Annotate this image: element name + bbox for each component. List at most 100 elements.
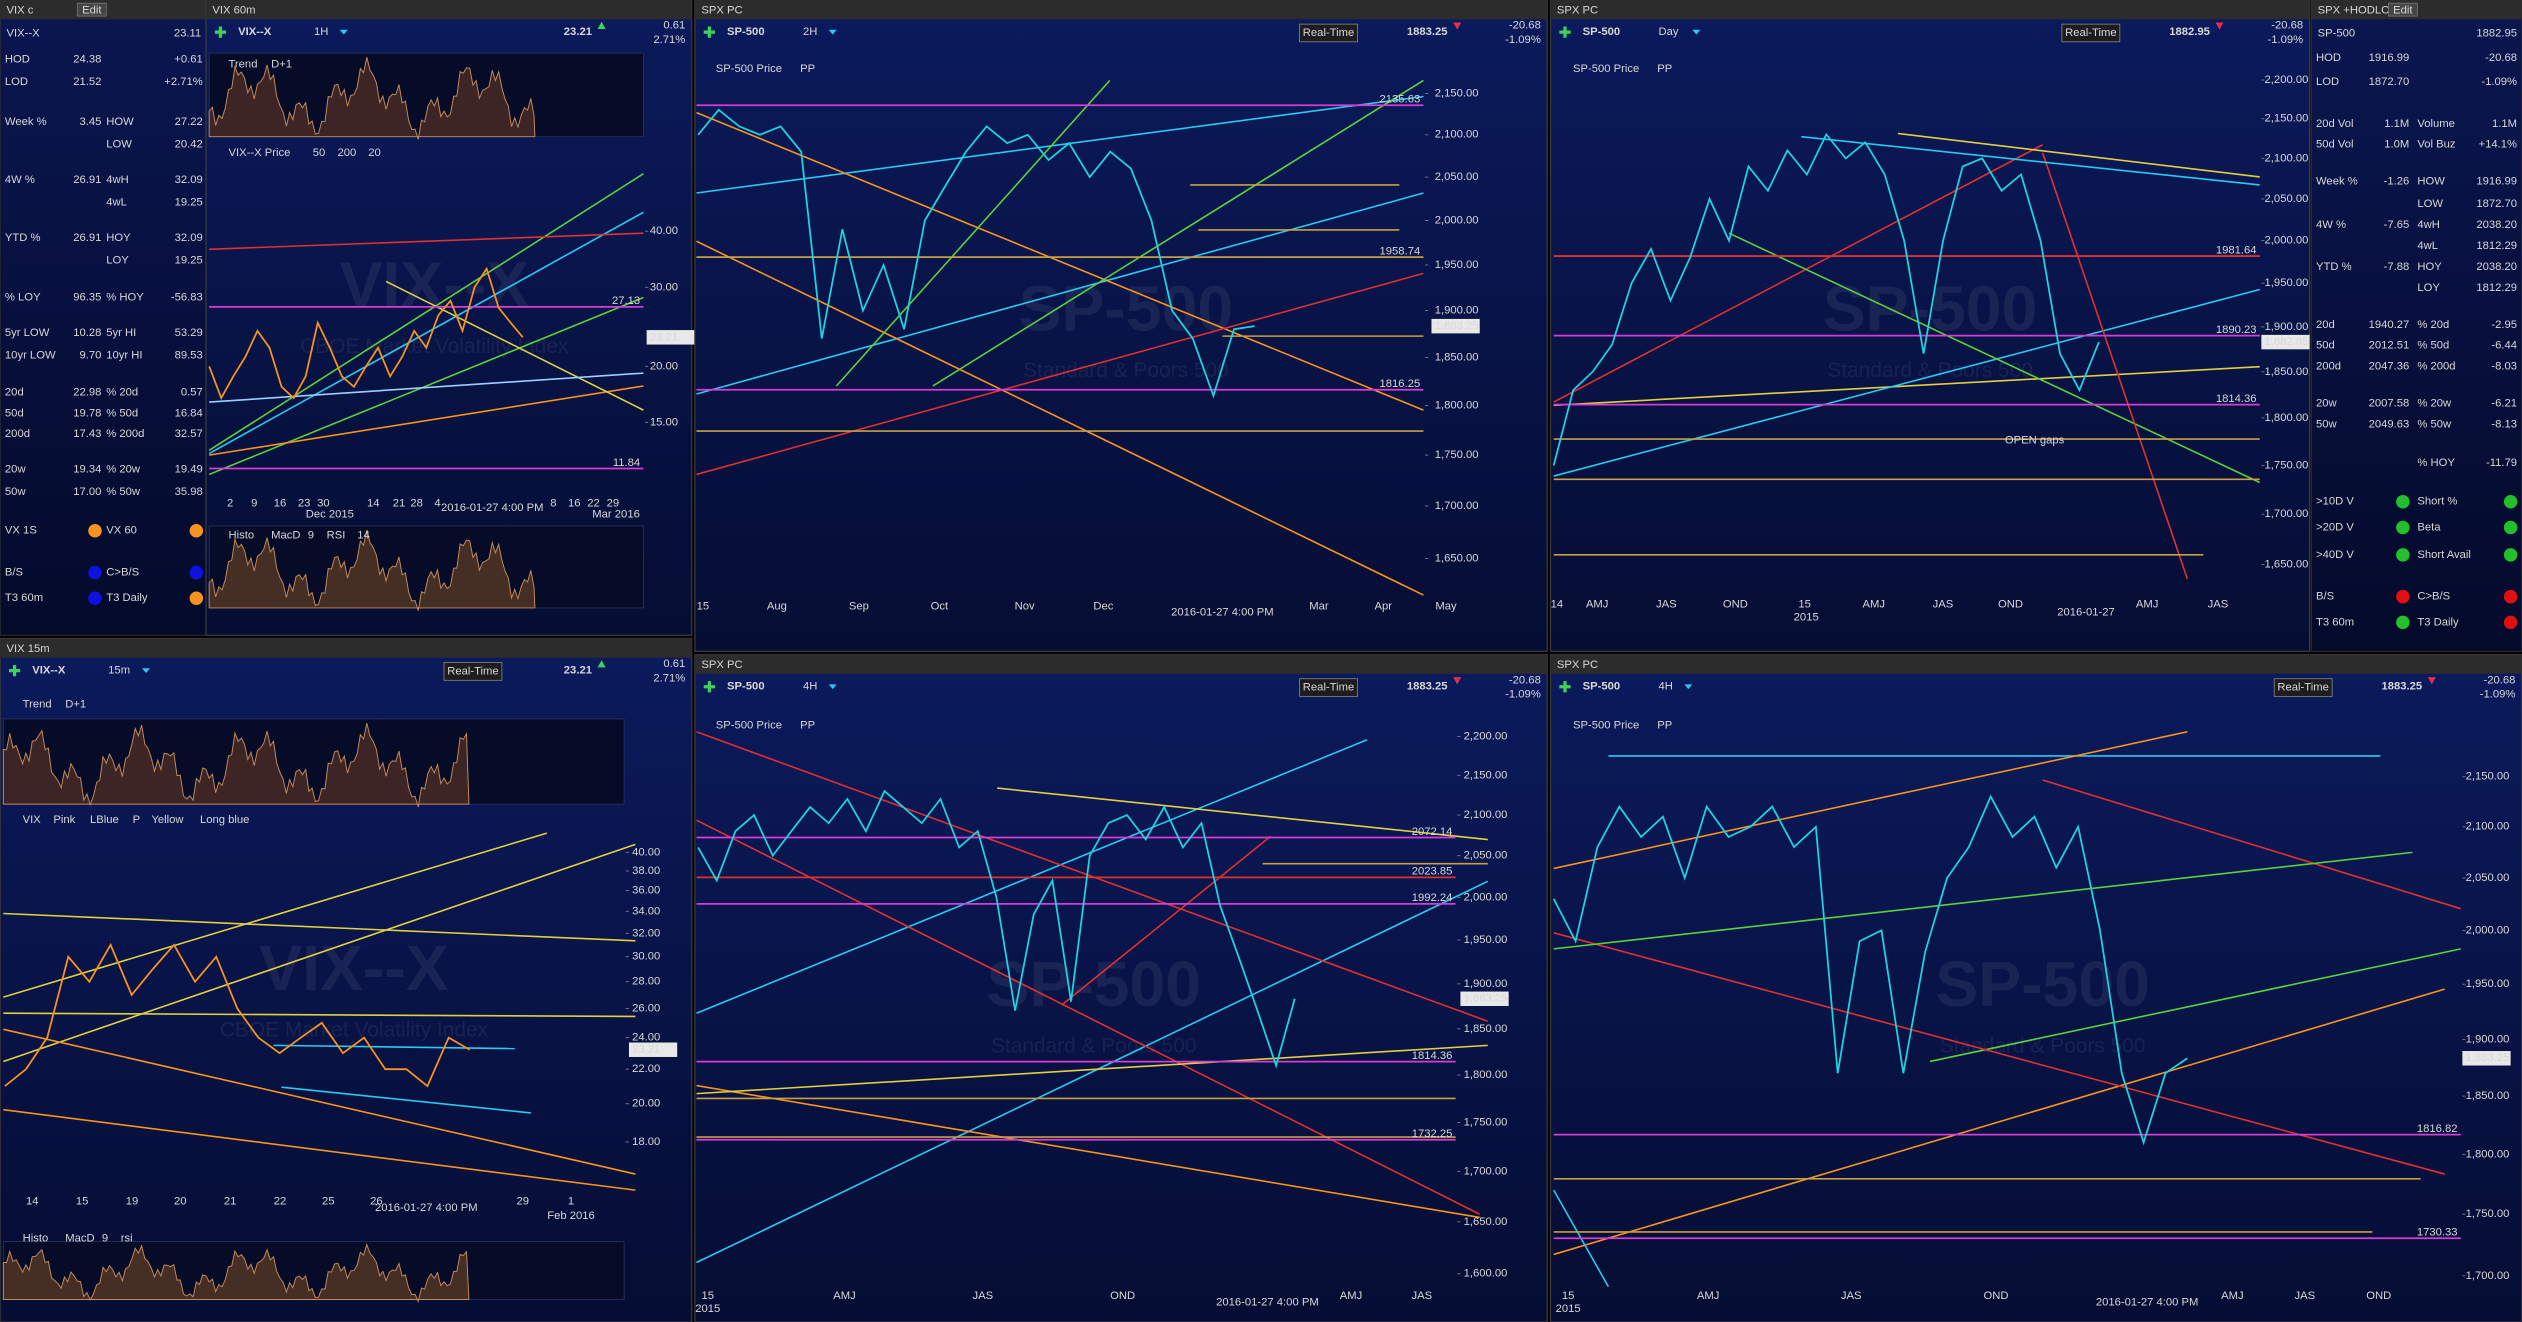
chart-symbol[interactable]: SP-500 xyxy=(1583,681,1621,693)
real-time-button[interactable] xyxy=(443,662,503,681)
chart-interval[interactable]: 2H xyxy=(803,26,817,38)
study-label: 50 xyxy=(313,147,326,159)
dropdown-arrow[interactable] xyxy=(828,29,837,35)
dropdown-arrow[interactable] xyxy=(1692,29,1701,35)
real-time-label[interactable]: Real-Time xyxy=(447,665,498,677)
real-time-button[interactable] xyxy=(2273,678,2333,697)
real-time-label[interactable]: Real-Time xyxy=(1303,27,1354,39)
real-time-button[interactable] xyxy=(1299,678,1358,697)
y-tick-label: 28.00 xyxy=(632,976,660,988)
row-label: Vol Buz xyxy=(2417,139,2456,151)
chart-interval[interactable]: Day xyxy=(1659,26,1679,38)
study-label: 9 xyxy=(102,1232,108,1244)
row-value: 2012.51 xyxy=(2369,340,2410,352)
price-level-label: 1814.36 xyxy=(1412,1050,1453,1062)
x-tick-label-secondary: Feb 2016 xyxy=(547,1210,595,1222)
real-time-label[interactable]: Real-Time xyxy=(2065,27,2116,39)
status-dot xyxy=(88,565,102,580)
edit-button-label[interactable]: Edit xyxy=(2393,4,2413,16)
chart-symbol[interactable]: VIX--X xyxy=(32,665,66,677)
price-level-label: 1732.25 xyxy=(1412,1128,1453,1140)
chart-symbol[interactable]: SP-500 xyxy=(727,681,765,693)
timestamp: 2016-01-27 4:00 PM xyxy=(375,1202,478,1214)
x-tick-label: OND xyxy=(1723,599,1748,611)
add-icon[interactable] xyxy=(703,26,715,38)
edit-button[interactable] xyxy=(76,2,107,17)
y-tick-label: 1,800.00 xyxy=(1464,1069,1508,1081)
row-label: B/S xyxy=(2316,591,2334,603)
add-icon[interactable] xyxy=(1559,26,1571,38)
x-tick-label: AMJ xyxy=(2136,599,2159,611)
x-tick-label: 22 xyxy=(587,497,600,509)
row-label: 4wL xyxy=(106,197,127,209)
x-tick-label: 28 xyxy=(410,497,423,509)
x-tick-label: 14 xyxy=(1551,599,1564,611)
row-value: 1916.99 xyxy=(2476,176,2517,188)
dropdown-arrow[interactable] xyxy=(828,684,837,690)
row-label: 5yr LOW xyxy=(5,327,50,339)
row-label: % 20w xyxy=(106,464,141,476)
dropdown-arrow[interactable] xyxy=(141,668,151,674)
real-time-button[interactable] xyxy=(1299,23,1358,43)
x-tick-label: 4 xyxy=(434,497,440,509)
row-value: 1.1M xyxy=(2384,118,2409,130)
change-arrow xyxy=(2215,22,2224,30)
add-icon[interactable] xyxy=(8,665,21,677)
row-label: Short Avail xyxy=(2417,549,2471,561)
y-tick-label: 2,150.00 xyxy=(2466,771,2510,783)
trend-line xyxy=(3,832,548,998)
add-icon[interactable] xyxy=(703,681,715,693)
x-tick-label: Apr xyxy=(1374,600,1392,612)
row-label: Beta xyxy=(2417,521,2441,533)
dropdown-arrow[interactable] xyxy=(339,29,348,35)
row-label: YTD % xyxy=(5,232,41,244)
chart-interval[interactable]: 15m xyxy=(108,665,130,677)
trend-line xyxy=(208,296,644,476)
row-label: 4wH xyxy=(2417,219,2440,231)
row-value: 0.57 xyxy=(181,386,203,398)
chart-interval[interactable]: 4H xyxy=(1659,681,1673,693)
chart-interval[interactable]: 4H xyxy=(803,681,817,693)
chart-symbol[interactable]: SP-500 xyxy=(1583,26,1621,38)
last-price-tag-label: 23.21 xyxy=(650,331,678,343)
row-value: -56.83 xyxy=(171,291,203,303)
row-label: LOW xyxy=(2417,198,2443,210)
trend-line xyxy=(696,1084,1480,1219)
real-time-label[interactable]: Real-Time xyxy=(2277,682,2328,694)
chart-symbol[interactable]: SP-500 xyxy=(727,26,765,38)
row-value: -1.26 xyxy=(2384,176,2410,188)
add-icon[interactable] xyxy=(1559,681,1571,693)
edit-button[interactable] xyxy=(2387,2,2418,17)
real-time-button[interactable] xyxy=(2061,23,2121,43)
price-level-label: 1890.23 xyxy=(2216,324,2257,336)
study-label: Yellow xyxy=(151,814,184,826)
row-label: 4W % xyxy=(5,174,35,186)
row-value: 2007.58 xyxy=(2369,398,2410,410)
chart-panel xyxy=(694,653,1548,1322)
row-label: T3 60m xyxy=(2316,616,2354,628)
x-tick-label: OND xyxy=(1998,599,2023,611)
y-tick-label: 30.00 xyxy=(650,281,678,293)
row-label: C>B/S xyxy=(2417,591,2450,603)
y-tick-label: 1,700.00 xyxy=(2265,508,2309,520)
window-title: SPX +HODLOD xyxy=(2318,4,2398,16)
trend-line xyxy=(932,79,1424,387)
row-value: -20.68 xyxy=(2485,52,2517,64)
y-tick-label: 1,800.00 xyxy=(2265,412,2309,424)
dropdown-arrow[interactable] xyxy=(1684,684,1693,690)
y-tick-label: 1,850.00 xyxy=(1435,351,1479,363)
edit-button-label[interactable]: Edit xyxy=(82,4,102,16)
study-label: 14 xyxy=(357,530,370,542)
trend-line xyxy=(1553,851,2413,950)
price-level-label: 1992.24 xyxy=(1412,892,1453,904)
chart-interval[interactable]: 1H xyxy=(314,26,328,38)
real-time-label[interactable]: Real-Time xyxy=(1303,682,1354,694)
last-price-tag xyxy=(1431,318,1480,334)
y-tick-label: 1,900.00 xyxy=(1435,305,1479,317)
add-icon[interactable] xyxy=(214,26,227,38)
chart-symbol[interactable]: VIX--X xyxy=(238,26,272,38)
status-dot xyxy=(2503,495,2518,509)
row-value: 32.09 xyxy=(175,174,203,186)
watermark-symbol: SP-500 xyxy=(1823,273,2038,345)
row-value: +14.1% xyxy=(2479,139,2517,151)
